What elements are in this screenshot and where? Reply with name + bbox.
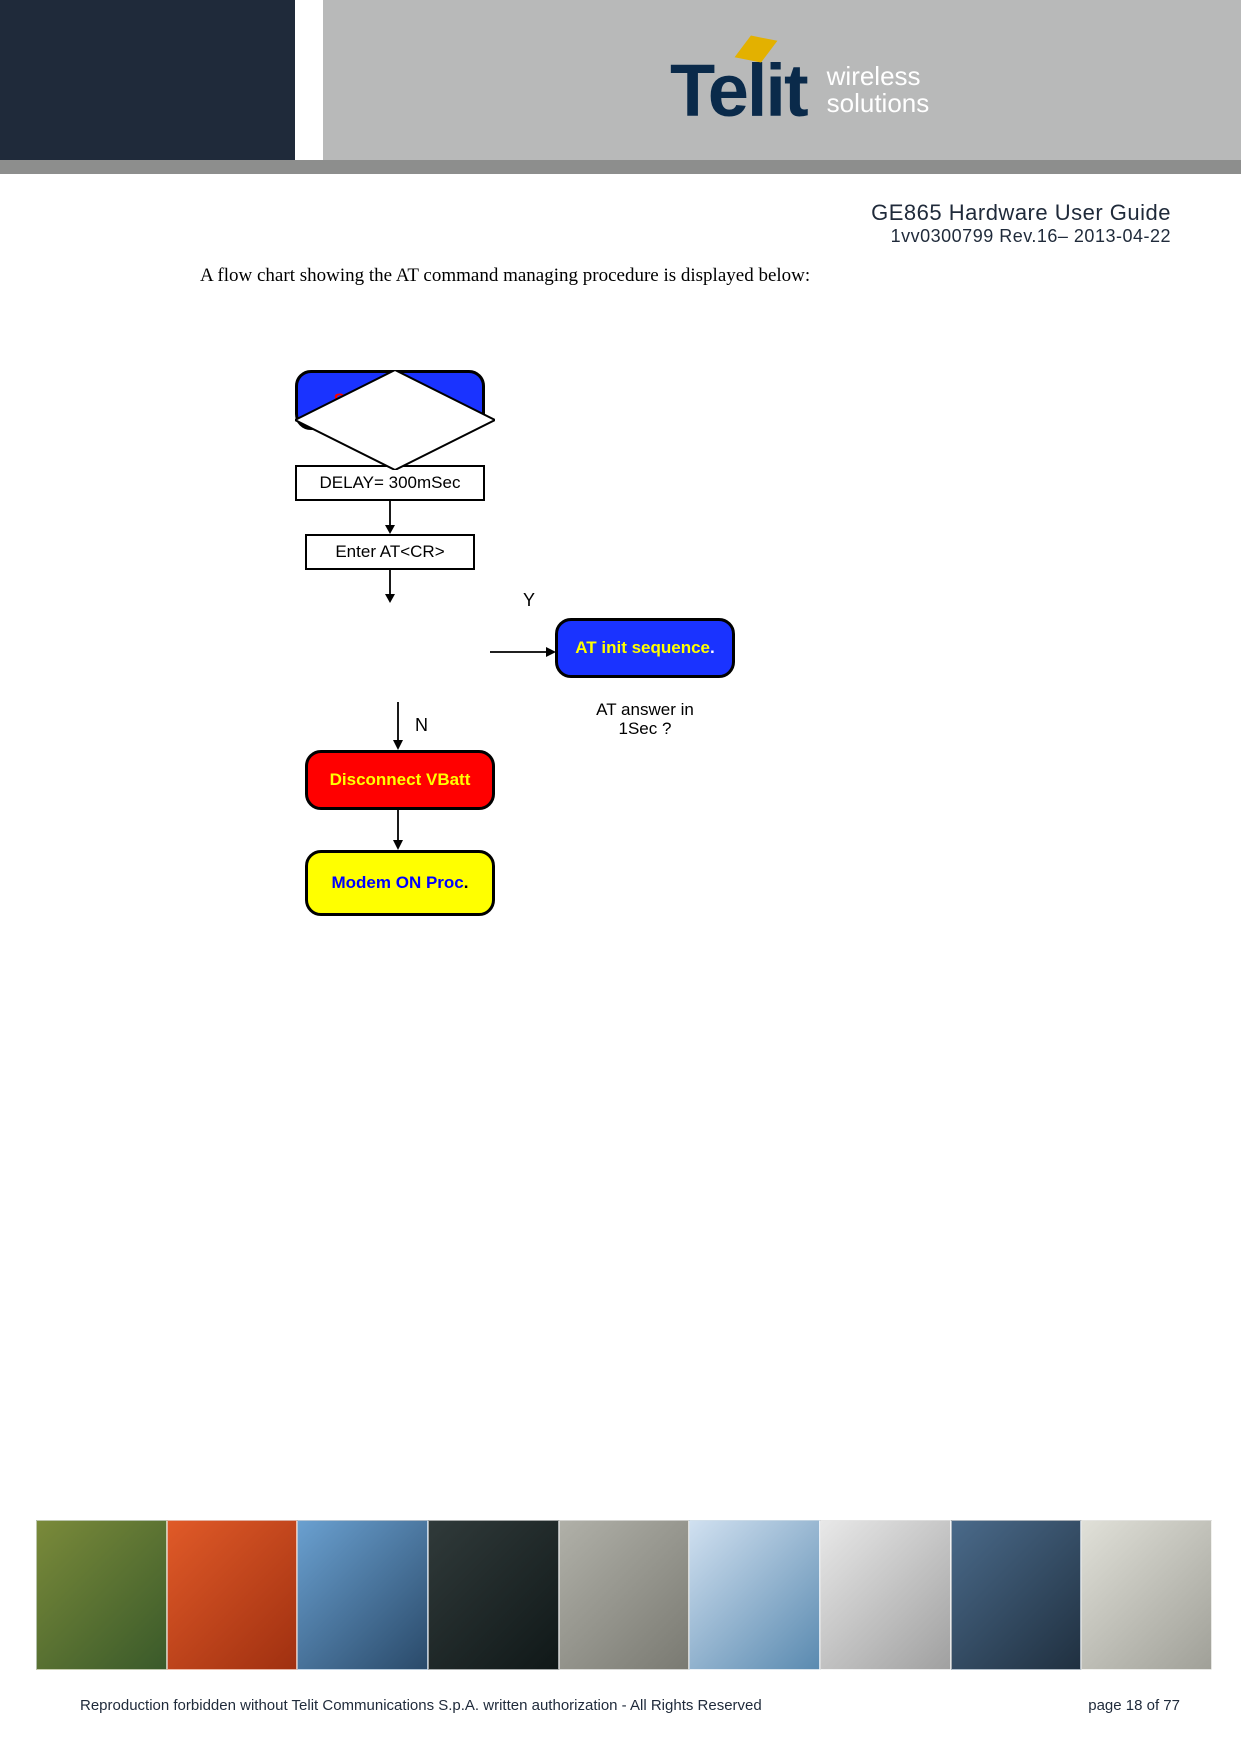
node-modem: Modem ON Proc. (305, 850, 495, 916)
brand-name: Telit (670, 48, 807, 133)
footer-text: Reproduction forbidden without Telit Com… (80, 1697, 1180, 1714)
document-title: GE865 Hardware User Guide 1vv0300799 Rev… (871, 200, 1171, 247)
node-decision: AT answer in 1Sec ? (295, 370, 495, 470)
logo: Telit wireless solutions (670, 40, 1210, 140)
node-modem-label: Modem ON Proc (332, 873, 464, 892)
doc-title-line2: 1vv0300799 Rev.16– 2013-04-22 (871, 226, 1171, 247)
footer-page: page 18 of 77 (1088, 1697, 1180, 1714)
node-atinit: AT init sequence. (555, 618, 735, 678)
node-disconnect-label: Disconnect VBatt (330, 770, 471, 790)
intro-text: A flow chart showing the AT command mana… (200, 265, 810, 287)
tagline-line2: solutions (827, 90, 930, 117)
node-atinit-dot: . (710, 638, 715, 657)
header-dark-block (0, 0, 295, 160)
label-yes: Y (523, 590, 535, 611)
header-underline (0, 160, 1241, 174)
doc-title-line1: GE865 Hardware User Guide (871, 200, 1171, 226)
node-decision-l1: AT answer in (596, 701, 694, 720)
footer-tile (820, 1520, 951, 1670)
footer-tile (689, 1520, 820, 1670)
node-atinit-label: AT init sequence (575, 638, 710, 657)
node-modem-dot: . (464, 873, 469, 892)
footer-tile (297, 1520, 428, 1670)
brand-tagline: wireless solutions (827, 63, 930, 118)
footer-copyright: Reproduction forbidden without Telit Com… (80, 1697, 762, 1714)
header-white-strip (295, 0, 323, 160)
footer-tile (1081, 1520, 1212, 1670)
node-disconnect: Disconnect VBatt (305, 750, 495, 810)
footer-tile (951, 1520, 1082, 1670)
logo-accent-icon (734, 35, 777, 62)
footer-tile (167, 1520, 298, 1670)
footer-tile (559, 1520, 690, 1670)
footer-tile (36, 1520, 167, 1670)
flowchart: Start AT CMD. DELAY= 300mSec Enter AT<CR… (295, 370, 995, 1070)
label-no: N (415, 715, 428, 736)
footer-image-strip (36, 1520, 1212, 1670)
tagline-line1: wireless (827, 63, 930, 90)
node-decision-l2: 1Sec ? (596, 720, 694, 739)
footer-tile (428, 1520, 559, 1670)
